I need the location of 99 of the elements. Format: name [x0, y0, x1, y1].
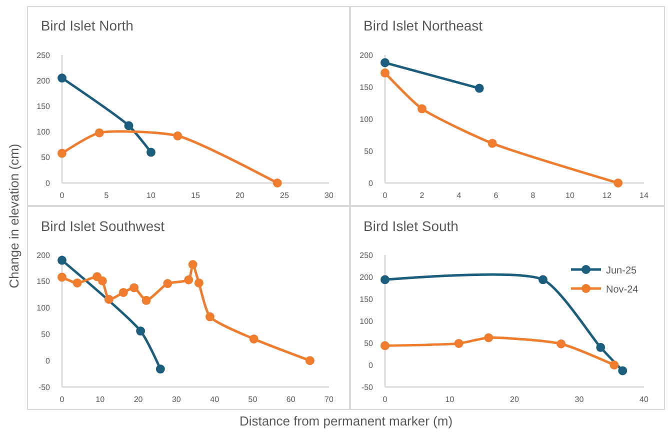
- legend-label: Nov-24: [606, 284, 639, 296]
- point: [249, 334, 258, 344]
- x-tick-label: 10: [146, 191, 156, 200]
- point: [454, 338, 464, 348]
- x-tick-label: 10: [445, 395, 455, 404]
- y-tick-label: 200: [360, 272, 374, 282]
- x-tick-label: 20: [134, 395, 144, 404]
- y-tick-label: 50: [364, 146, 374, 156]
- point: [488, 138, 497, 148]
- point: [58, 272, 66, 282]
- point: [556, 339, 566, 348]
- point: [136, 326, 146, 336]
- x-tick-label: 30: [324, 191, 334, 200]
- y-tick-label: 0: [46, 356, 51, 366]
- y-tick-label: 200: [360, 50, 374, 60]
- x-tick-label: 4: [456, 191, 462, 200]
- y-tick-label: 0: [368, 360, 374, 370]
- x-tick-label: 10: [96, 395, 106, 404]
- point: [188, 260, 198, 269]
- x-tick-label: 5: [104, 191, 110, 200]
- x-tick-label: 0: [60, 191, 65, 200]
- x-tick-label: 2: [420, 191, 425, 200]
- y-tick-label: 0: [368, 178, 374, 188]
- point: [484, 333, 494, 342]
- point: [474, 84, 484, 93]
- point: [305, 356, 314, 366]
- y-tick-label: 50: [364, 338, 374, 348]
- x-tick-label: 20: [510, 395, 520, 404]
- y-tick-label: 50: [41, 153, 51, 162]
- point: [380, 58, 390, 68]
- point: [104, 294, 114, 304]
- y-axis-title: Change in elevation (cm): [6, 144, 22, 288]
- y-tick-label: 150: [360, 82, 374, 92]
- x-tick-label: 60: [286, 395, 296, 404]
- point: [146, 148, 156, 157]
- y-tick-label: 250: [36, 50, 51, 60]
- y-tick-label: 150: [360, 294, 374, 304]
- point: [538, 275, 548, 284]
- point: [58, 74, 66, 83]
- x-tick-label: 12: [602, 191, 612, 200]
- y-tick-label: 150: [36, 102, 51, 111]
- legend-label: Jun-25: [606, 265, 638, 276]
- x-tick-label: 40: [640, 395, 649, 404]
- point: [614, 178, 623, 188]
- point: [194, 278, 204, 288]
- x-tick-label: 0: [382, 191, 388, 200]
- point: [72, 278, 82, 288]
- point: [380, 68, 390, 78]
- point: [118, 288, 128, 297]
- chart-title: Bird Islet Southwest: [40, 218, 165, 234]
- point: [610, 360, 619, 370]
- point: [142, 296, 151, 305]
- y-tick-label: 250: [360, 250, 374, 260]
- chart-title: Bird Islet South: [364, 218, 458, 234]
- point: [596, 342, 606, 352]
- x-tick-label: 20: [236, 191, 245, 200]
- y-tick-label: 50: [41, 330, 51, 339]
- point: [418, 104, 426, 114]
- chart-title: Bird Islet North: [40, 18, 134, 34]
- x-tick-label: 6: [494, 191, 499, 200]
- y-tick-label: 100: [36, 304, 51, 313]
- y-tick-label: 100: [360, 114, 374, 124]
- y-tick-label: -50: [361, 382, 374, 392]
- y-tick-label: 150: [36, 277, 51, 286]
- y-tick-label: 100: [360, 316, 374, 326]
- point: [124, 121, 134, 130]
- y-tick-label: 0: [46, 178, 51, 188]
- point: [173, 131, 182, 140]
- x-tick-label: 14: [640, 191, 649, 200]
- point: [58, 256, 66, 265]
- point: [156, 364, 165, 374]
- point: [205, 312, 214, 322]
- y-tick-label: -50: [38, 382, 51, 392]
- x-tick-label: 30: [172, 395, 182, 404]
- point: [58, 148, 66, 158]
- point: [184, 275, 194, 284]
- x-tick-label: 50: [248, 395, 258, 404]
- x-tick-label: 30: [574, 395, 584, 404]
- x-tick-label: 25: [280, 191, 290, 200]
- y-tick-label: 200: [36, 76, 51, 86]
- point: [272, 178, 282, 188]
- y-tick-label: 200: [36, 250, 51, 260]
- x-tick-label: 40: [210, 395, 220, 404]
- x-tick-label: 10: [566, 191, 575, 200]
- x-tick-label: 0: [382, 395, 388, 404]
- point: [98, 276, 107, 286]
- point: [618, 366, 628, 376]
- chart-title: Bird Islet Northeast: [364, 18, 483, 34]
- point: [380, 341, 390, 350]
- point: [163, 279, 172, 288]
- x-tick-label: 70: [324, 395, 334, 404]
- point: [94, 128, 104, 138]
- x-tick-label: 0: [60, 395, 65, 404]
- point: [380, 275, 390, 284]
- x-tick-label: 15: [191, 191, 200, 200]
- point: [130, 283, 139, 292]
- x-tick-label: 8: [530, 191, 536, 200]
- x-axis-title: Distance from permanent marker (m): [239, 414, 453, 428]
- y-tick-label: 100: [36, 128, 51, 137]
